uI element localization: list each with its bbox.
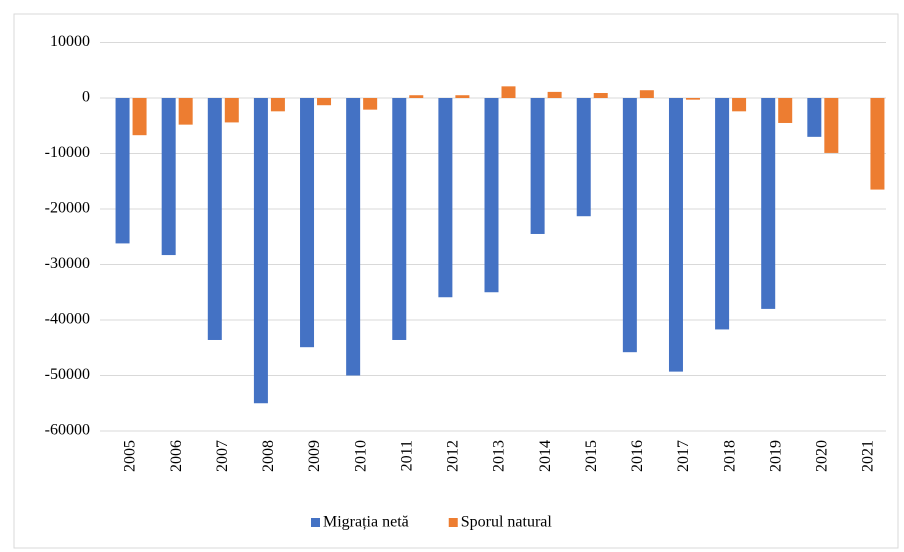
x-tick-label: 2012 <box>445 440 462 472</box>
y-tick-label: -10000 <box>45 144 90 161</box>
bar <box>732 98 747 112</box>
bar <box>392 98 407 340</box>
x-tick-label: 2013 <box>491 440 508 472</box>
x-tick-label: 2016 <box>629 440 646 472</box>
legend-label: Sporul natural <box>461 514 553 531</box>
bar <box>576 98 591 217</box>
x-tick-label: 2009 <box>306 440 323 472</box>
x-tick-label: 2015 <box>583 440 600 472</box>
x-tick-label: 2011 <box>398 440 415 471</box>
bar <box>178 98 193 125</box>
x-tick-label: 2005 <box>122 440 139 472</box>
bar <box>807 98 822 137</box>
y-tick-label: -30000 <box>45 255 90 272</box>
bar <box>622 98 637 353</box>
y-tick-label: 10000 <box>50 33 90 50</box>
bar <box>824 98 839 153</box>
bar <box>530 98 545 234</box>
bar <box>115 98 130 244</box>
bar <box>547 91 562 98</box>
bar <box>346 98 361 376</box>
bar <box>207 98 222 340</box>
x-tick-label: 2017 <box>675 440 692 472</box>
bar <box>484 98 499 293</box>
y-tick-label: -60000 <box>45 422 90 439</box>
bar <box>501 86 516 98</box>
bar <box>685 98 700 100</box>
bar <box>132 98 147 136</box>
chart-frame <box>13 13 899 549</box>
legend-swatch <box>448 518 458 527</box>
bar <box>668 98 683 372</box>
bar <box>438 98 453 298</box>
bar <box>161 98 176 256</box>
x-tick-label: 2014 <box>537 440 554 472</box>
bar <box>761 98 776 309</box>
y-tick-label: -20000 <box>45 200 90 217</box>
bar <box>270 98 285 112</box>
bar <box>715 98 730 330</box>
legend-swatch <box>311 518 320 527</box>
y-tick-label: -40000 <box>45 311 90 328</box>
x-tick-label: 2006 <box>168 440 185 472</box>
bar <box>409 95 424 98</box>
bar <box>593 93 608 98</box>
bar <box>778 98 793 123</box>
x-tick-label: 2018 <box>721 440 738 472</box>
y-tick-label: -50000 <box>45 366 90 383</box>
x-tick-label: 2008 <box>260 440 277 472</box>
bar <box>253 98 268 404</box>
bar <box>224 98 239 123</box>
bar <box>300 98 315 348</box>
bar <box>870 98 885 190</box>
x-tick-label: 2021 <box>860 440 877 472</box>
bar <box>639 90 654 98</box>
bar <box>455 95 470 98</box>
bar <box>363 98 378 110</box>
x-tick-label: 2019 <box>767 440 784 472</box>
legend-label: Migrația netă <box>323 514 409 531</box>
x-tick-label: 2010 <box>352 440 369 472</box>
y-tick-label: 0 <box>82 89 90 106</box>
bar <box>317 98 332 106</box>
x-tick-label: 2007 <box>214 440 231 472</box>
x-tick-label: 2020 <box>813 440 830 472</box>
